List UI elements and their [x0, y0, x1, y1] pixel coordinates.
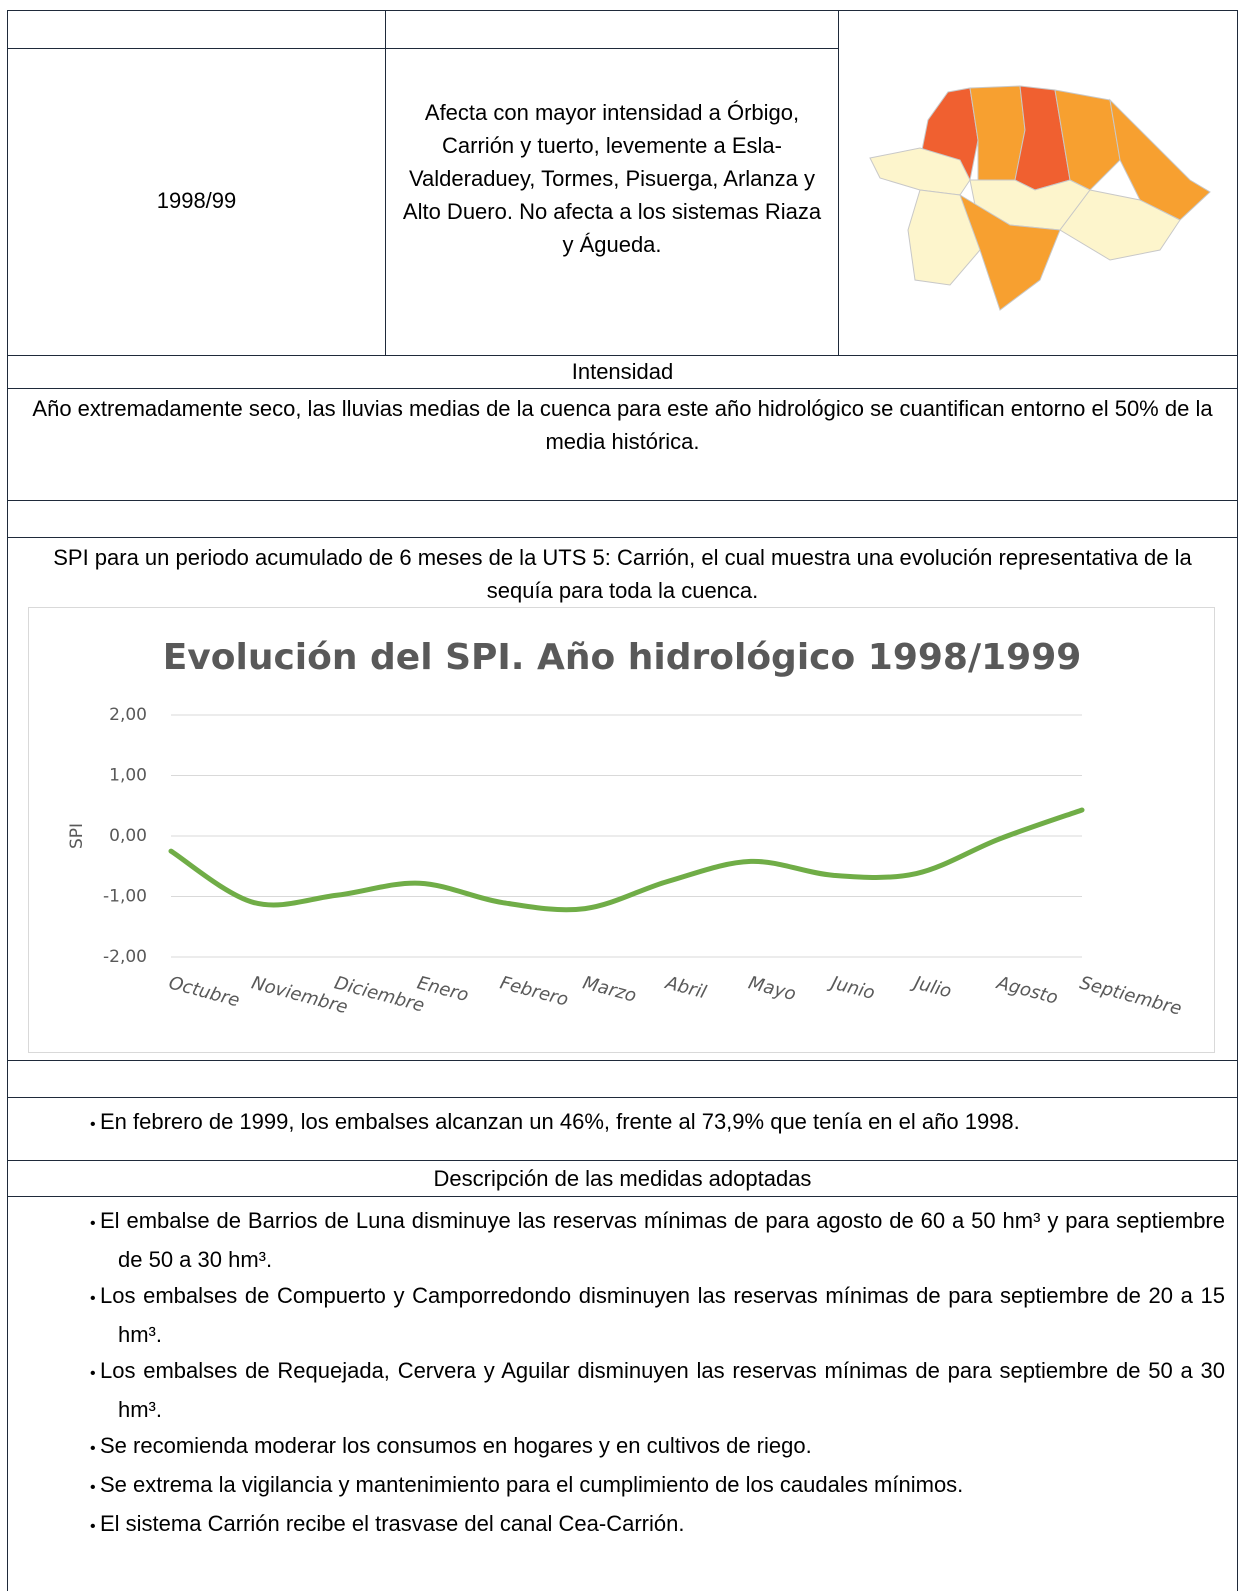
description: Afecta con mayor intensidad a Órbigo, Ca…	[402, 100, 822, 257]
bullet-item: Se extrema la vigilancia y mantenimiento…	[90, 1467, 1225, 1506]
period: 1998/99	[156, 188, 237, 213]
bullet-item: Se recomienda moderar los consumos en ho…	[90, 1428, 1225, 1467]
x-tick-label: Julio	[909, 972, 954, 1003]
y-tick-label: -1,00	[103, 887, 147, 907]
x-tick-label: Septiembre	[1077, 972, 1183, 1019]
x-tick-label: Marzo	[581, 972, 639, 1006]
map-region	[959, 193, 1061, 311]
intensity-header: Intensidad	[571, 359, 674, 384]
chart: Evolución del SPI. Año hidrológico 1998/…	[28, 607, 1215, 1053]
map-region	[969, 85, 1026, 181]
x-tick-label: Mayo	[746, 972, 798, 1005]
map-region	[869, 147, 971, 196]
y-tick-label: 0,00	[109, 826, 147, 846]
y-tick-label: 2,00	[109, 705, 147, 725]
bullet-item: El sistema Carrión recibe el trasvase de…	[90, 1506, 1225, 1545]
y-tick-label: 1,00	[109, 766, 147, 786]
spi-caption: SPI para un periodo acumulado de 6 meses…	[53, 545, 1192, 603]
cell	[7, 10, 386, 49]
x-tick-label: Febrero	[498, 972, 571, 1010]
map-region	[1054, 89, 1121, 191]
measures-list: El embalse de Barrios de Luna disminuye …	[90, 1203, 1225, 1545]
x-tick-label: Junio	[826, 972, 877, 1004]
series-line	[168, 807, 1085, 913]
y-tick-label: -2,00	[103, 947, 147, 967]
y-axis-label: SPI	[67, 823, 87, 849]
reservoir-list: En febrero de 1999, los embalses alcanza…	[90, 1104, 1230, 1143]
x-tick-label: Agosto	[994, 972, 1060, 1009]
x-tick-label: Abril	[662, 972, 708, 1003]
map-region	[1109, 98, 1211, 221]
measures-header: Descripción de las medidas adoptadas	[433, 1166, 812, 1191]
cell	[7, 1060, 1238, 1098]
map	[869, 85, 1211, 311]
cell	[7, 1196, 1238, 1591]
bullet-item: El embalse de Barrios de Luna disminuye …	[90, 1203, 1225, 1278]
intensity-text: Año extremadamente seco, las lluvias med…	[32, 396, 1213, 454]
cell	[385, 10, 839, 49]
cell	[7, 500, 1238, 538]
chart-title: Evolución del SPI. Año hidrológico 1998/…	[163, 637, 1082, 678]
bullet-item: Los embalses de Requejada, Cervera y Agu…	[90, 1353, 1225, 1428]
bullet-item: En febrero de 1999, los embalses alcanza…	[90, 1104, 1230, 1143]
x-tick-label: Octubre	[166, 972, 241, 1011]
bullet-item: Los embalses de Compuerto y Camporredond…	[90, 1278, 1225, 1353]
